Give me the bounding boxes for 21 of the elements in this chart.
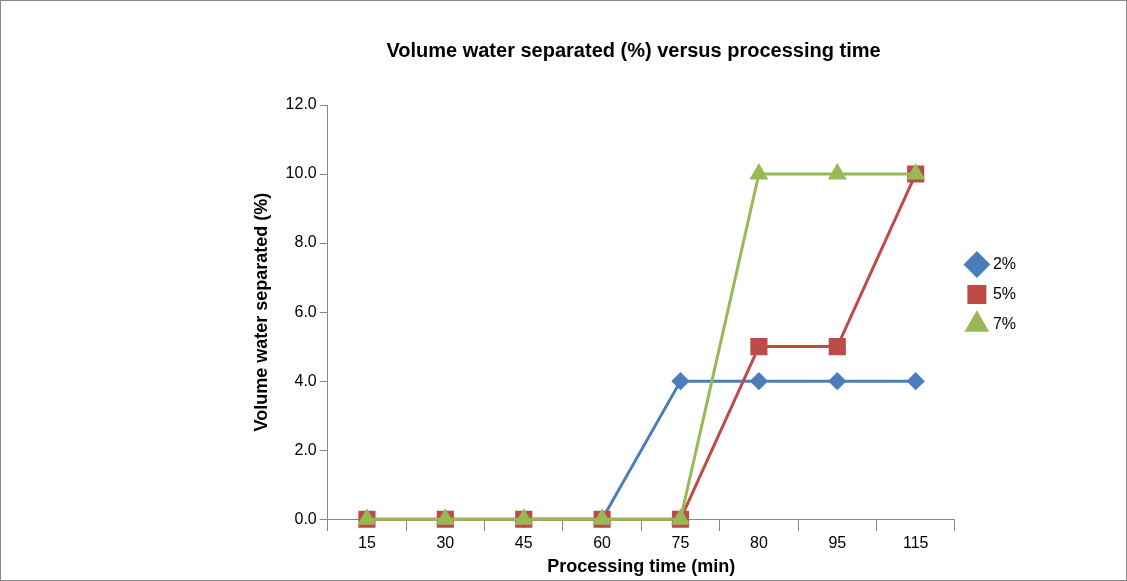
y-axis-title: Volume water separated (%) <box>250 192 271 432</box>
y-tick-label: 0.0 <box>294 509 317 527</box>
x-tick-label: 60 <box>593 534 612 552</box>
x-tick-label: 45 <box>514 534 533 552</box>
y-tick-label: 2.0 <box>294 440 317 458</box>
x-tick-label: 30 <box>436 534 455 552</box>
x-tick-label: 15 <box>358 534 376 552</box>
x-tick-label: 75 <box>671 534 690 552</box>
y-tick-label: 6.0 <box>294 302 317 320</box>
legend-label: 5% <box>992 284 1016 302</box>
y-tick-label: 10.0 <box>285 164 317 182</box>
x-axis-title: Processing time (min) <box>547 556 736 577</box>
x-tick-label: 80 <box>750 534 768 552</box>
y-tick-label: 4.0 <box>294 371 317 389</box>
y-tick-label: 8.0 <box>294 233 317 251</box>
x-tick-label: 95 <box>828 534 847 552</box>
x-tick-label: 115 <box>902 534 929 552</box>
y-tick-label: 12.0 <box>285 95 317 113</box>
chart-title: Volume water separated (%) versus processing time <box>386 38 881 61</box>
legend-label: 2% <box>992 254 1016 272</box>
legend-label: 7% <box>992 314 1016 332</box>
